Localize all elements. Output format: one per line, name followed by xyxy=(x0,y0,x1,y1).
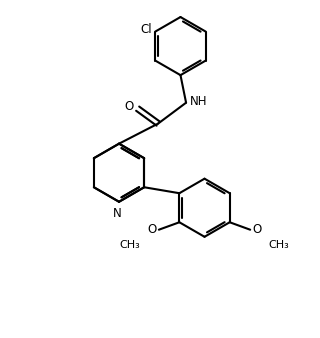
Text: CH₃: CH₃ xyxy=(269,240,290,250)
Text: NH: NH xyxy=(190,95,207,108)
Text: CH₃: CH₃ xyxy=(119,240,140,250)
Text: O: O xyxy=(252,223,261,236)
Text: O: O xyxy=(148,223,157,236)
Text: N: N xyxy=(113,207,122,220)
Text: O: O xyxy=(125,100,134,113)
Text: Cl: Cl xyxy=(140,23,152,36)
